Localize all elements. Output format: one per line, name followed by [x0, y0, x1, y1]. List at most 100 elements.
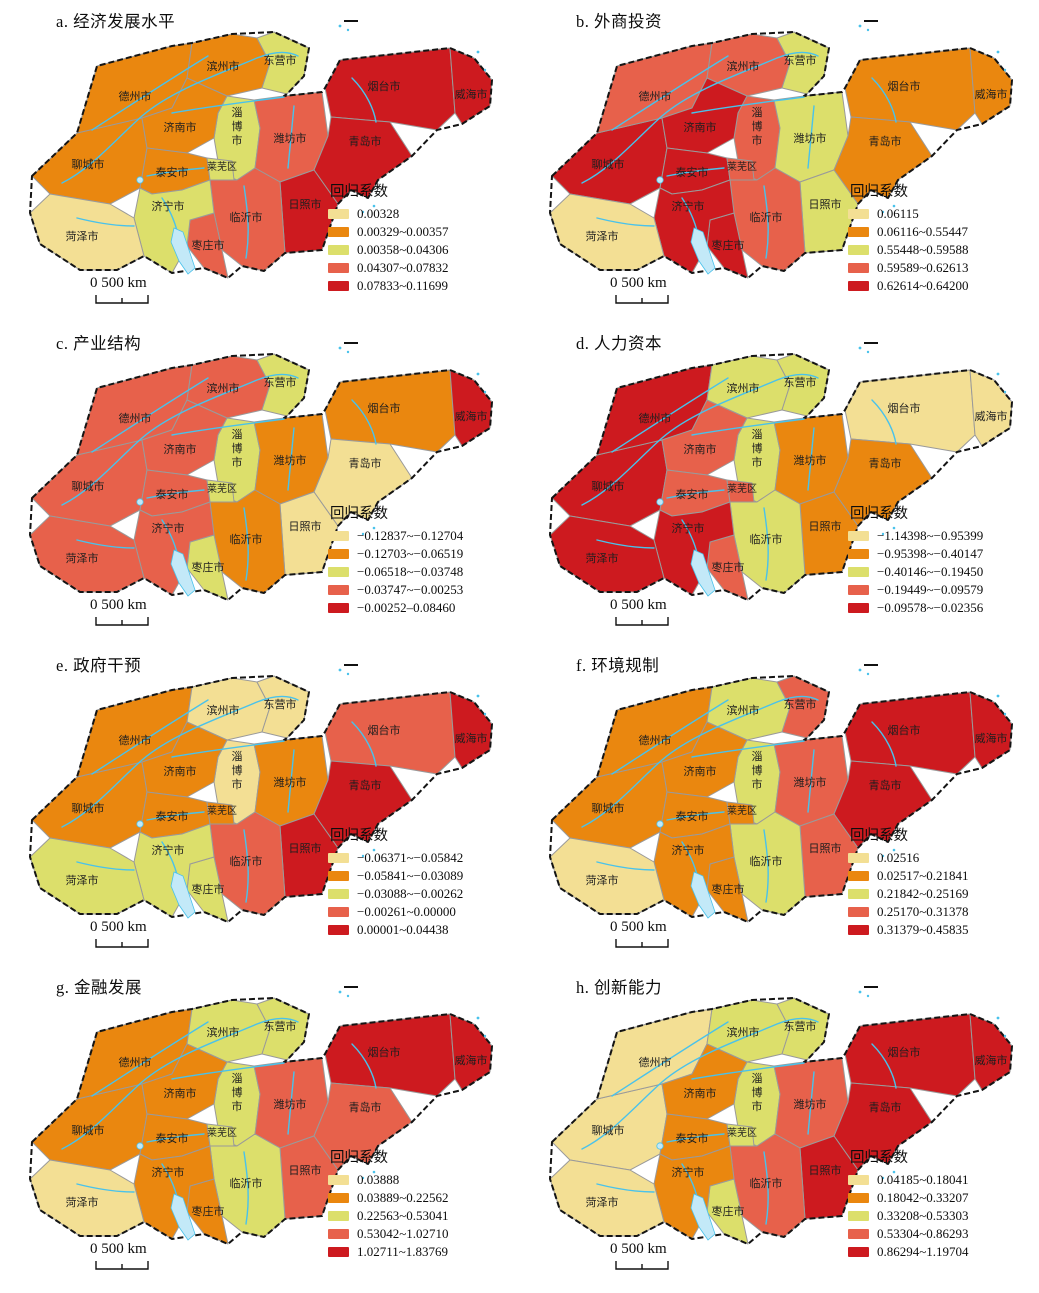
legend-swatch — [848, 924, 869, 935]
label-qingdao: 青岛市 — [869, 456, 902, 470]
legend-label: 0.02516 — [877, 849, 920, 865]
legend-row: 0.04185~0.18041 — [848, 1172, 1038, 1187]
label-qingdao: 青岛市 — [869, 778, 902, 792]
scale-text: 0 500 km — [90, 1241, 147, 1257]
label-zaozhuang: 枣庄市 — [192, 882, 225, 896]
label-weihai: 威海市 — [975, 731, 1008, 745]
label-rizhao: 日照市 — [289, 197, 322, 211]
legend-title: 回归系数 — [850, 828, 908, 844]
label-laiwu: 莱芜区 — [727, 482, 757, 495]
label-zaozhuang: 枣庄市 — [192, 238, 225, 252]
city-regions — [29, 31, 493, 279]
legend-swatch — [848, 262, 869, 273]
label-heze: 菏泽市 — [66, 1195, 99, 1209]
label-binzhou: 滨州市 — [727, 59, 760, 73]
legend-swatch — [848, 888, 869, 899]
panel-title: f. 环境规制 — [576, 656, 660, 675]
legend-swatch — [328, 1246, 349, 1257]
legend-row: 0.33208~0.53303 — [848, 1208, 1038, 1223]
legend-label: −0.19449~−0.09579 — [877, 581, 984, 597]
label-taian: 泰安市 — [156, 1131, 189, 1145]
panel-title: d. 人力资本 — [576, 334, 662, 353]
label-dongying: 东营市 — [784, 375, 817, 389]
label-yantai: 烟台市 — [888, 723, 921, 737]
legend-label: 0.31379~0.45835 — [877, 921, 969, 937]
label-dongying: 东营市 — [264, 375, 297, 389]
label-yantai: 烟台市 — [888, 1045, 921, 1059]
legend-row: 0.03889~0.22562 — [328, 1190, 518, 1205]
legend-swatch — [328, 852, 349, 863]
lakes — [656, 1142, 716, 1241]
legend-label: 0.03889~0.22562 — [357, 1189, 449, 1205]
label-zaozhuang: 枣庄市 — [192, 560, 225, 574]
label-weifang: 潍坊市 — [274, 775, 307, 789]
label-heze: 菏泽市 — [586, 1195, 619, 1209]
islands — [858, 986, 1007, 1180]
legend-swatch — [848, 906, 869, 917]
legend-swatch — [328, 530, 349, 541]
label-jinan: 济南市 — [164, 442, 197, 456]
label-zaozhuang: 枣庄市 — [712, 1204, 745, 1218]
legend-row: 0.02517~0.21841 — [848, 868, 1038, 883]
panel-d: 聊城市 德州市 滨州市 东营市 淄博市 济南市 泰安市 莱芜区 潍坊市 烟台市 威海市 青岛市 日照市临… — [520, 324, 1039, 646]
label-binzhou: 滨州市 — [207, 703, 240, 717]
label-qingdao: 青岛市 — [869, 134, 902, 148]
panel-title: h. 创新能力 — [576, 978, 662, 997]
legend-swatch — [848, 602, 869, 613]
legend-label: 0.00001~0.04438 — [357, 921, 449, 937]
label-yantai: 烟台市 — [888, 401, 921, 415]
legend-swatch — [328, 1192, 349, 1203]
legend-label: −0.12837~−0.12704 — [357, 527, 464, 543]
scalebar: 0 500 km — [88, 918, 208, 949]
label-heze: 菏泽市 — [586, 551, 619, 565]
region-weihai — [969, 47, 1013, 125]
legend-row: 0.55448~0.59588 — [848, 242, 1038, 257]
label-dezhou: 德州市 — [639, 1055, 672, 1069]
legend-row: 0.62614~0.64200 — [848, 278, 1038, 293]
label-laiwu: 莱芜区 — [207, 160, 237, 173]
legend-label: −0.40146~−0.19450 — [877, 563, 984, 579]
label-taian: 泰安市 — [156, 487, 189, 501]
scalebar: 0 500 km — [88, 1240, 208, 1271]
label-dezhou: 德州市 — [119, 1055, 152, 1069]
label-rizhao: 日照市 — [809, 1163, 842, 1177]
label-taian: 泰安市 — [676, 487, 709, 501]
label-rizhao: 日照市 — [289, 519, 322, 533]
panel-f: 聊城市 德州市 滨州市 东营市 淄博市 济南市 泰安市 莱芜区 潍坊市 烟台市 威海市 青岛市 日照市临… — [520, 646, 1039, 968]
label-laiwu: 莱芜区 — [727, 1126, 757, 1139]
legend-rows: −0.06371~−0.05842 −0.05841~−0.03089 −0.030… — [328, 850, 518, 937]
label-dongying: 东营市 — [784, 53, 817, 67]
legend-row: 0.31379~0.45835 — [848, 922, 1038, 937]
label-zaozhuang: 枣庄市 — [712, 238, 745, 252]
label-weifang: 潍坊市 — [794, 775, 827, 789]
label-dongying: 东营市 — [784, 1019, 817, 1033]
legend: 回归系数 0.04185~0.18041 0.18042~0.33207 0.332… — [848, 1146, 1038, 1262]
panel-e: 聊城市 德州市 滨州市 东营市 淄博市 济南市 泰安市 莱芜区 潍坊市 烟台市 威海市 青岛市 日照市临… — [0, 646, 520, 968]
legend-row: 0.00001~0.04438 — [328, 922, 518, 937]
rivers — [61, 373, 377, 581]
legend-label: 0.25170~0.31378 — [877, 903, 969, 919]
label-linyi: 临沂市 — [750, 210, 783, 224]
legend-label: −0.05841~−0.03089 — [357, 867, 464, 883]
panel-title: e. 政府干预 — [56, 656, 142, 675]
islands — [338, 664, 487, 858]
legend-swatch — [328, 584, 349, 595]
label-rizhao: 日照市 — [809, 519, 842, 533]
legend-row: 0.53042~1.02710 — [328, 1226, 518, 1241]
scale-text: 0 500 km — [610, 597, 667, 613]
province-outline — [29, 353, 493, 601]
legend-title: 回归系数 — [850, 506, 908, 522]
label-qingdao: 青岛市 — [869, 1100, 902, 1114]
legend: 回归系数 0.03888 0.03889~0.22562 0.22563~0.530… — [328, 1146, 518, 1262]
panel-b: 聊城市 德州市 滨州市 东营市 淄博市 济南市 泰安市 莱芜区 潍坊市 烟台市 威海市 青岛市 日照市临… — [520, 2, 1039, 324]
panel-c: 聊城市 德州市 滨州市 东营市 淄博市 济南市 泰安市 莱芜区 潍坊市 烟台市 威海市 青岛市 日照市临… — [0, 324, 520, 646]
label-dezhou: 德州市 — [119, 411, 152, 425]
legend-swatch — [328, 280, 349, 291]
label-laiwu: 莱芜区 — [207, 482, 237, 495]
label-binzhou: 滨州市 — [727, 703, 760, 717]
